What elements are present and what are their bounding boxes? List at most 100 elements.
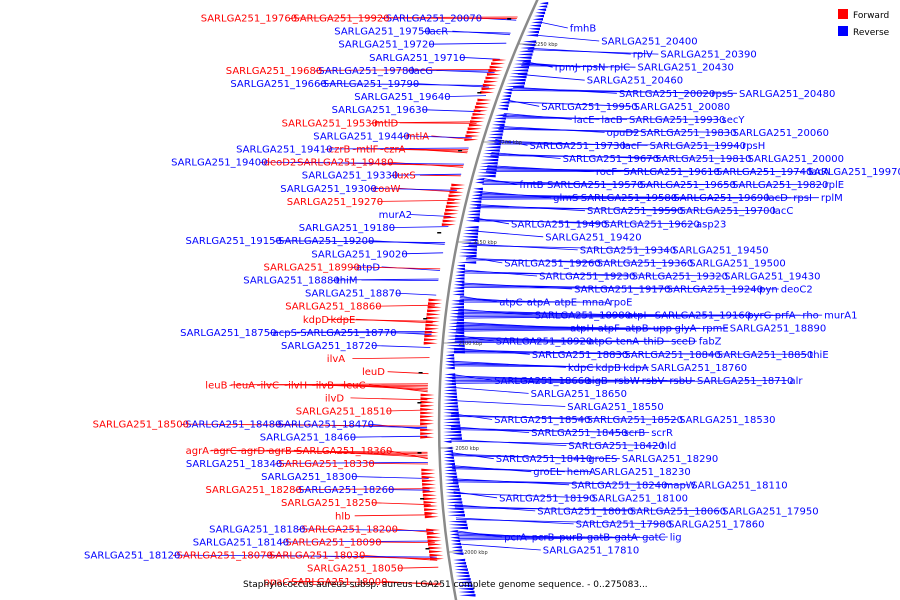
gene-label-sarlga251_18980: SARLGA251_18980	[535, 311, 631, 322]
reverse-gene-feature	[459, 594, 476, 597]
gene-label-hema: hemA	[567, 467, 596, 478]
connector-line	[270, 331, 432, 333]
gene-label-sarlga251_18120: SARLGA251_18120	[84, 551, 180, 562]
forward-gene-feature	[467, 127, 482, 131]
connector-line	[316, 69, 496, 71]
gene-label-sarlga251_19530: SARLGA251_19530	[282, 118, 378, 129]
forward-gene-feature	[481, 87, 496, 91]
reverse-gene-feature	[443, 450, 453, 453]
connector-line	[451, 400, 566, 407]
reverse-gene-feature	[472, 190, 483, 194]
connector-line	[455, 327, 701, 331]
gene-label-sarlga251_18860: SARLGA251_18860	[285, 302, 381, 313]
connector-line	[533, 34, 600, 42]
gene-label-ilvb: ilvB	[316, 380, 334, 391]
scale-tick-label: 2250 kbp	[534, 42, 558, 48]
gene-label-sarlga251_19150: SARLGA251_19150	[186, 236, 282, 247]
gene-label-lace: lacE	[574, 115, 595, 126]
connector-line	[350, 435, 428, 438]
reverse-gene-feature	[473, 187, 483, 191]
gene-label-gatc: gatC	[642, 533, 665, 544]
reverse-gene-feature	[446, 344, 465, 347]
gene-label-scrb: scrB	[624, 428, 646, 439]
connector-line	[452, 481, 690, 486]
gene-label-sarlga251_18470: SARLGA251_18470	[278, 420, 374, 431]
legend-forward-label: Forward	[853, 11, 889, 21]
gene-label-fmhb: fmhB	[570, 24, 597, 35]
forward-gene-feature	[429, 550, 443, 553]
gene-label-sarlga251_18200: SARLGA251_18200	[302, 524, 398, 535]
reverse-gene-feature	[535, 11, 546, 15]
gene-label-atpi: atpI	[627, 311, 646, 322]
gene-label-tena: tenA	[616, 337, 639, 348]
gene-label-deod2: deoD2	[264, 158, 297, 169]
forward-gene-feature	[446, 201, 461, 205]
reverse-gene-feature	[468, 206, 481, 210]
gene-label-pyrg: pyrG	[747, 311, 771, 322]
reverse-gene-feature	[476, 174, 496, 178]
reverse-gene-feature	[479, 165, 498, 168]
reverse-gene-feature	[446, 498, 462, 501]
gene-label-gatb: gatB	[587, 533, 610, 544]
connector-line	[502, 117, 720, 120]
connector-line	[375, 541, 435, 543]
forward-gene-feature	[430, 557, 444, 561]
reverse-gene-feature	[449, 526, 468, 530]
gene-label-sarlga251_19200: SARLGA251_19200	[278, 236, 374, 247]
gene-label-sarlga251_19710: SARLGA251_19710	[369, 53, 465, 64]
gene-label-kdpc: kdpC	[568, 363, 593, 374]
gene-label-sarlga251_18500: SARLGA251_18500	[93, 420, 189, 431]
gene-label-sarlga251_19440: SARLGA251_19440	[313, 131, 409, 142]
gene-label-sarlga251_18460: SARLGA251_18460	[260, 433, 356, 444]
gene-label-sarlga251_18190: SARLGA251_18190	[499, 493, 595, 504]
reverse-gene-feature	[445, 494, 461, 498]
connector-line	[508, 99, 540, 107]
forward-gene-feature	[488, 69, 503, 73]
reverse-gene-feature	[507, 78, 526, 82]
reverse-gene-feature	[454, 280, 465, 283]
forward-gene-feature	[485, 76, 500, 80]
reverse-gene-feature	[485, 142, 501, 146]
misc-feature-mark	[423, 318, 428, 320]
reverse-gene-feature	[539, 2, 549, 5]
gene-label-thim: thiM	[336, 276, 358, 287]
reverse-gene-feature	[456, 581, 472, 584]
gene-label-sarlga251_19240: SARLGA251_19240	[667, 285, 763, 296]
connector-line	[491, 152, 561, 159]
gene-label-sarlga251_18990: SARLGA251_18990	[264, 262, 360, 273]
gene-label-sarlga251_19740: SARLGA251_19740	[716, 167, 812, 178]
forward-gene-feature	[428, 302, 442, 305]
connector-line	[211, 449, 428, 453]
forward-gene-feature	[420, 408, 435, 411]
gene-label-sarlga251_19700: SARLGA251_19700	[680, 206, 776, 217]
gene-label-gata: gatA	[615, 533, 638, 544]
connector-line	[539, 21, 568, 29]
gene-label-sarlga251_17950: SARLGA251_17950	[722, 506, 818, 517]
connector-line	[458, 543, 541, 551]
gene-label-sarlga251_19780: SARLGA251_19780	[318, 66, 414, 77]
reverse-gene-feature	[455, 574, 470, 578]
reverse-gene-feature	[444, 466, 456, 469]
reverse-gene-feature	[483, 152, 500, 156]
forward-gene-feature	[442, 219, 457, 223]
reverse-gene-feature	[454, 568, 468, 571]
reverse-gene-feature	[449, 533, 459, 536]
reverse-gene-feature	[529, 24, 541, 27]
reverse-gene-feature	[519, 50, 534, 53]
reverse-gene-feature	[525, 34, 539, 37]
reverse-gene-feature	[443, 386, 457, 389]
forward-gene-feature	[474, 105, 489, 109]
reverse-gene-feature	[443, 424, 461, 427]
connector-line	[458, 536, 668, 541]
reverse-gene-feature	[448, 322, 465, 325]
reverse-gene-feature	[444, 472, 457, 475]
misc-feature-mark	[420, 498, 425, 500]
connector-line	[453, 492, 590, 499]
connector-line	[371, 502, 431, 506]
gene-label-asp23: asp23	[696, 219, 726, 230]
gene-label-atpa: atpA	[527, 298, 550, 309]
gene-label-sarlga251_19930: SARLGA251_19930	[629, 115, 725, 126]
connector-line	[401, 252, 444, 255]
gene-label-sarlga251_18010: SARLGA251_18010	[537, 506, 633, 517]
reverse-gene-feature	[456, 267, 465, 271]
